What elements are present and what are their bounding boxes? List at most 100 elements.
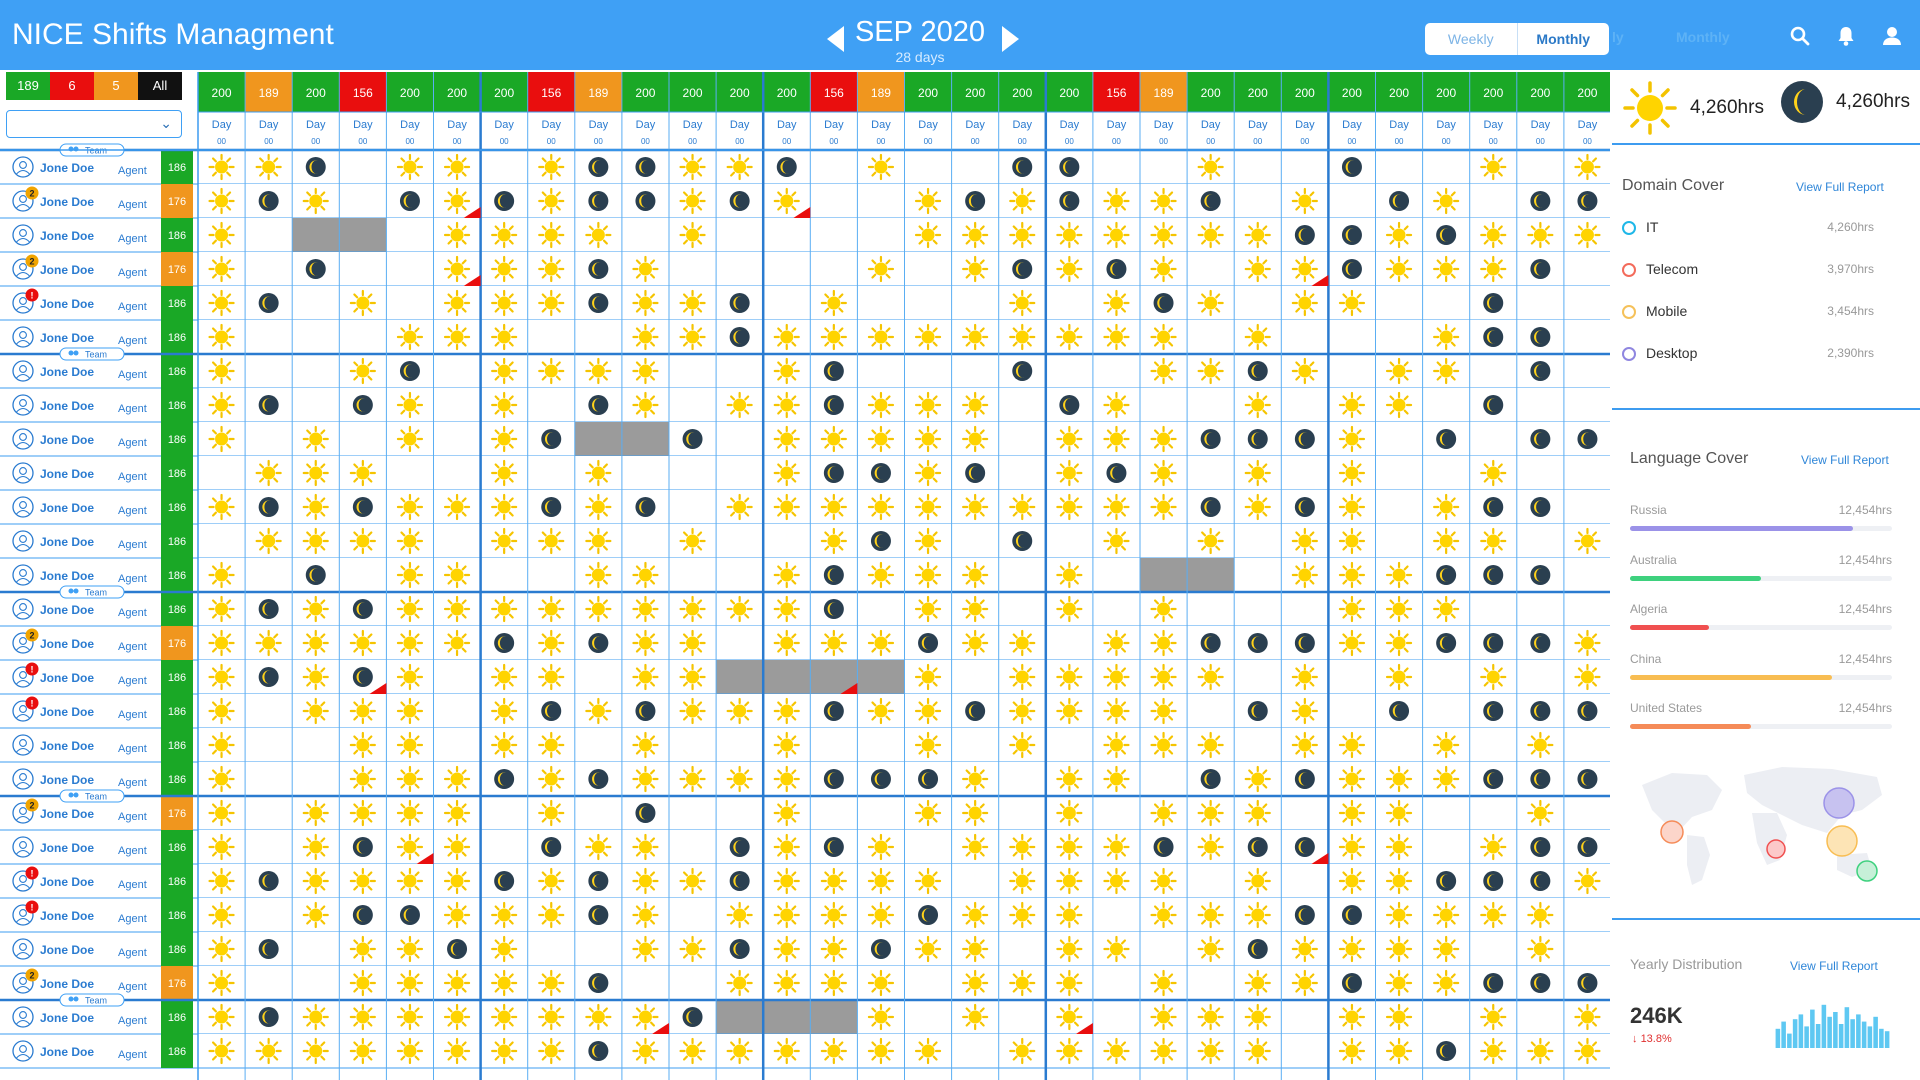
shift-cell[interactable] [951, 728, 999, 762]
shift-cell[interactable] [1281, 320, 1329, 354]
shift-cell[interactable] [716, 796, 764, 830]
shift-cell[interactable] [1328, 694, 1376, 728]
agent-name[interactable]: Jone Doe [40, 365, 94, 379]
search-icon[interactable] [1788, 24, 1812, 48]
shift-cell-off[interactable] [1187, 558, 1235, 592]
alert-marker[interactable] [840, 683, 858, 694]
shift-cell-off[interactable] [1140, 558, 1188, 592]
language-item[interactable]: China 12,454hrs [1630, 652, 1892, 692]
language-item[interactable]: Russia 12,454hrs [1630, 503, 1892, 543]
shift-cell[interactable] [1422, 286, 1470, 320]
shift-cell[interactable] [292, 286, 340, 320]
column-total-cell[interactable] [1187, 72, 1235, 112]
shift-cell[interactable] [857, 354, 905, 388]
language-item[interactable]: Australia 12,454hrs [1630, 553, 1892, 593]
shift-cell[interactable] [1375, 524, 1423, 558]
agent-name[interactable]: Jone Doe [40, 909, 94, 923]
column-total-cell[interactable] [1092, 72, 1140, 112]
shift-cell[interactable] [810, 150, 858, 184]
agent-name[interactable]: Jone Doe [40, 263, 94, 277]
shift-cell[interactable] [857, 184, 905, 218]
shift-cell[interactable] [245, 728, 293, 762]
shift-cell[interactable] [527, 320, 575, 354]
shift-cell[interactable] [386, 218, 434, 252]
shift-cell[interactable] [951, 1034, 999, 1068]
shift-cell-off[interactable] [339, 218, 387, 252]
shift-cell[interactable] [1516, 592, 1564, 626]
shift-cell[interactable] [1187, 864, 1235, 898]
shift-cell[interactable] [1375, 456, 1423, 490]
shift-cell[interactable] [1563, 796, 1610, 830]
yearly-view-report-link[interactable]: View Full Report [1790, 959, 1878, 973]
shift-cell[interactable] [1328, 660, 1376, 694]
shift-cell[interactable] [527, 456, 575, 490]
shift-cell[interactable] [1516, 1000, 1564, 1034]
column-total-cell[interactable] [1234, 72, 1282, 112]
agent-name[interactable]: Jone Doe [40, 331, 94, 345]
shift-cell[interactable] [716, 728, 764, 762]
column-total-cell[interactable] [1563, 72, 1610, 112]
shift-cell[interactable] [951, 524, 999, 558]
shift-cell[interactable] [998, 456, 1046, 490]
shift-cell[interactable] [339, 150, 387, 184]
shift-cell[interactable] [1469, 728, 1517, 762]
bell-icon[interactable] [1834, 24, 1858, 48]
shift-cell[interactable] [1563, 490, 1610, 524]
shift-cell[interactable] [1092, 558, 1140, 592]
shift-cell[interactable] [621, 524, 669, 558]
shift-cell[interactable] [527, 932, 575, 966]
shift-cell[interactable] [245, 830, 293, 864]
user-icon[interactable] [1880, 24, 1904, 48]
shift-cell[interactable] [810, 728, 858, 762]
shift-cell[interactable] [1469, 592, 1517, 626]
shift-cell[interactable] [716, 626, 764, 660]
shift-cell[interactable] [763, 524, 811, 558]
agent-name[interactable]: Jone Doe [40, 1045, 94, 1059]
agent-name[interactable]: Jone Doe [40, 875, 94, 889]
agent-name[interactable]: Jone Doe [40, 569, 94, 583]
agent-name[interactable]: Jone Doe [40, 195, 94, 209]
column-total-cell[interactable] [245, 72, 293, 112]
shift-cell[interactable] [1187, 252, 1235, 286]
team-select-dropdown[interactable]: ⌄ [6, 110, 182, 138]
column-total-cell[interactable] [386, 72, 434, 112]
shift-cell[interactable] [1045, 524, 1093, 558]
shift-cell[interactable] [245, 320, 293, 354]
shift-cell[interactable] [1563, 286, 1610, 320]
shift-cell[interactable] [857, 728, 905, 762]
shift-cell[interactable] [716, 252, 764, 286]
shift-cell[interactable] [1281, 150, 1329, 184]
shift-cell[interactable] [998, 388, 1046, 422]
language-view-report-link[interactable]: View Full Report [1801, 453, 1889, 467]
shift-cell[interactable] [1422, 456, 1470, 490]
agent-name[interactable]: Jone Doe [40, 943, 94, 957]
shift-cell[interactable] [1045, 286, 1093, 320]
shift-cell[interactable] [1469, 932, 1517, 966]
shift-cell[interactable] [1328, 320, 1376, 354]
shift-cell[interactable] [245, 218, 293, 252]
column-total-cell[interactable] [1375, 72, 1423, 112]
shift-cell[interactable] [1281, 1000, 1329, 1034]
shift-cell[interactable] [292, 388, 340, 422]
shift-cell[interactable] [1469, 422, 1517, 456]
column-total-cell[interactable] [951, 72, 999, 112]
shift-cell-off[interactable] [716, 660, 764, 694]
shift-cell[interactable] [1187, 694, 1235, 728]
shift-cell[interactable] [1516, 286, 1564, 320]
shift-cell[interactable] [1281, 388, 1329, 422]
shift-cell[interactable] [1422, 1000, 1470, 1034]
shift-cell-off[interactable] [574, 422, 622, 456]
shift-cell[interactable] [1563, 320, 1610, 354]
agent-name[interactable]: Jone Doe [40, 603, 94, 617]
agent-name[interactable]: Jone Doe [40, 841, 94, 855]
shift-cell[interactable] [669, 388, 717, 422]
shift-cell[interactable] [198, 524, 246, 558]
shift-cell[interactable] [198, 456, 246, 490]
shift-cell[interactable] [951, 150, 999, 184]
shift-cell[interactable] [716, 354, 764, 388]
shift-cell[interactable] [339, 184, 387, 218]
shift-cell-off[interactable] [292, 218, 340, 252]
shift-cell[interactable] [1281, 796, 1329, 830]
shift-cell[interactable] [904, 1000, 952, 1034]
column-total-cell[interactable] [716, 72, 764, 112]
